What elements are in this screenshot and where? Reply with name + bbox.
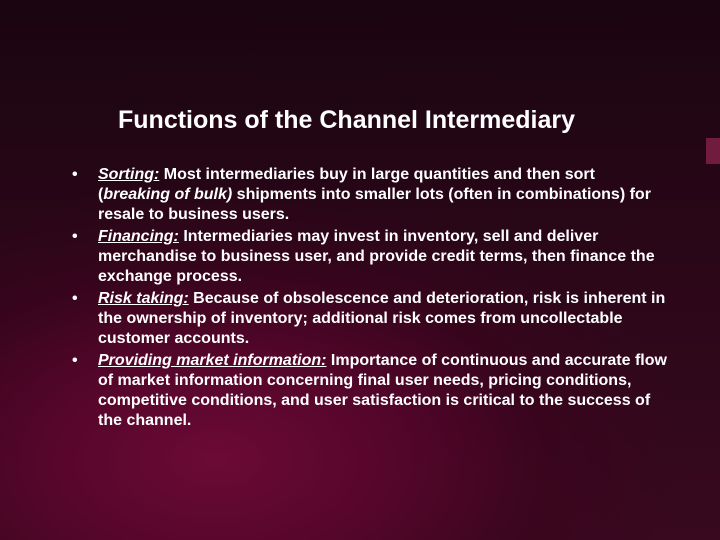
slide-title: Functions of the Channel Intermediary [118, 105, 678, 135]
bullet-term: Providing market information: [98, 352, 326, 369]
bullet-item: Financing: Intermediaries may invest in … [62, 227, 670, 287]
bullet-term: Financing: [98, 228, 179, 245]
slide: Functions of the Channel Intermediary So… [0, 0, 720, 540]
bullet-term: Sorting: [98, 166, 159, 183]
bullet-item: Sorting: Most intermediaries buy in larg… [62, 165, 670, 225]
bullet-item: Providing market information: Importance… [62, 351, 670, 431]
slide-body: Sorting: Most intermediaries buy in larg… [62, 165, 670, 433]
bullet-term: Risk taking: [98, 290, 189, 307]
bullet-item: Risk taking: Because of obsolescence and… [62, 289, 670, 349]
bullet-text-pre: Intermediaries may invest in inventory, … [98, 228, 655, 285]
bullet-list: Sorting: Most intermediaries buy in larg… [62, 165, 670, 431]
bullet-text-ital: breaking of bulk) [103, 186, 232, 203]
accent-decoration [706, 138, 720, 164]
